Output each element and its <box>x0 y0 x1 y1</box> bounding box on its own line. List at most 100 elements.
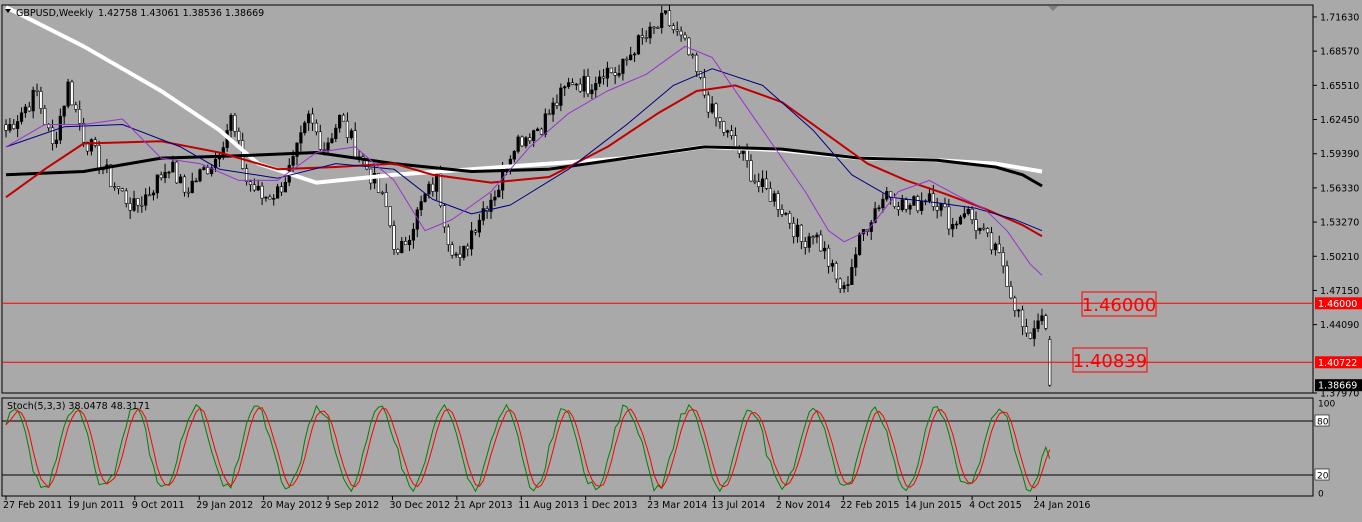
candle-body <box>760 178 765 187</box>
candle-body <box>714 103 718 119</box>
candle-body <box>295 142 299 157</box>
candle-body <box>570 82 575 85</box>
time-axis-label: 23 Mar 2014 <box>647 500 707 511</box>
time-axis-label: 22 Feb 2015 <box>840 500 899 511</box>
candle-body <box>598 76 602 84</box>
candle-body <box>407 239 412 246</box>
candle-body <box>182 176 187 193</box>
candle-body <box>113 186 117 188</box>
candle-body <box>229 115 233 131</box>
ma-purple-line <box>5 45 1043 276</box>
time-axis-label: 14 Jun 2015 <box>905 500 962 511</box>
candle-body <box>881 198 885 209</box>
candle-body <box>1036 320 1040 329</box>
candle-body <box>4 124 8 131</box>
candle-body <box>388 206 392 227</box>
candle-body <box>411 228 416 241</box>
candle-body <box>120 188 124 192</box>
stochastic-title: Stoch(5,3,3) 38.0478 48.3171 <box>7 401 150 412</box>
candle-body <box>233 115 237 132</box>
candle-body <box>850 267 854 285</box>
candle-body <box>753 180 757 183</box>
candle-body <box>954 223 959 226</box>
ma-red-line <box>5 84 1043 238</box>
candle-body <box>291 156 295 166</box>
candle-body <box>147 194 152 197</box>
candle-body <box>256 185 260 191</box>
candle-body <box>625 58 629 61</box>
candle-body <box>687 37 691 56</box>
candle-body <box>454 253 458 256</box>
candle-body <box>330 138 334 144</box>
candle-body <box>50 127 55 145</box>
candle-body <box>252 184 256 191</box>
candle-body <box>85 141 90 152</box>
candle-body <box>830 263 835 267</box>
candle-body <box>788 213 792 224</box>
symbol-menu-arrow-icon[interactable] <box>5 9 11 13</box>
last-price-tag <box>1315 379 1362 392</box>
level-price-tag <box>1315 297 1362 310</box>
candle-body <box>838 278 842 289</box>
candle-body <box>477 219 481 233</box>
candle-body <box>109 164 113 187</box>
candle-body <box>473 230 478 233</box>
candle-body <box>757 181 761 187</box>
candle-body <box>54 139 59 145</box>
candle-body <box>784 213 788 215</box>
candle-body <box>776 193 780 210</box>
candle-body <box>749 160 753 182</box>
candle-body <box>16 121 20 129</box>
candle-body <box>792 222 796 237</box>
candle-body <box>194 180 198 183</box>
candle-body <box>1005 265 1009 287</box>
level-text-box[interactable] <box>1072 347 1148 373</box>
candle-body <box>900 199 904 211</box>
candle-body <box>74 104 78 110</box>
candle-body <box>764 178 769 189</box>
candle-body <box>442 205 447 228</box>
candle-body <box>163 171 167 179</box>
candle-body <box>237 131 241 141</box>
candle-body <box>303 122 307 134</box>
candle-body <box>892 197 897 207</box>
candle-body <box>772 193 776 202</box>
candle-body <box>683 34 687 39</box>
candle-body <box>795 224 800 237</box>
candle-body <box>318 131 322 150</box>
time-axis-label: 1 Dec 2013 <box>583 500 638 511</box>
candle-body <box>438 173 443 206</box>
candle-body <box>889 191 893 199</box>
candle-body <box>82 123 86 143</box>
candle-body <box>206 167 210 175</box>
candle-body <box>989 232 994 251</box>
candle-body <box>927 193 932 202</box>
candle-body <box>663 10 668 14</box>
candle-body <box>667 10 672 26</box>
stochastic-level-tag <box>1314 468 1330 481</box>
candle-body <box>939 203 943 211</box>
candle-body <box>768 188 772 202</box>
candle-body <box>710 103 714 113</box>
candle-body <box>590 89 594 95</box>
candle-body <box>310 113 315 124</box>
candle-body <box>629 54 633 61</box>
level-price-tag-label: 1.40722 <box>1318 358 1357 369</box>
candle-body <box>12 123 16 129</box>
candle-body <box>702 77 706 96</box>
candle-body <box>423 193 427 202</box>
candle-body <box>264 196 268 199</box>
candle-body <box>1017 309 1021 312</box>
candle-body <box>958 216 963 225</box>
time-axis-label: 20 May 2012 <box>261 500 323 511</box>
candle-body <box>613 72 617 76</box>
candle-body <box>128 203 132 211</box>
candle-body <box>213 158 218 169</box>
level-text-box[interactable] <box>1081 291 1157 317</box>
stochastic-axis-label: 80 <box>1317 418 1329 428</box>
candle-body <box>912 196 916 206</box>
candle-body <box>516 136 520 152</box>
candle-body <box>481 208 485 221</box>
